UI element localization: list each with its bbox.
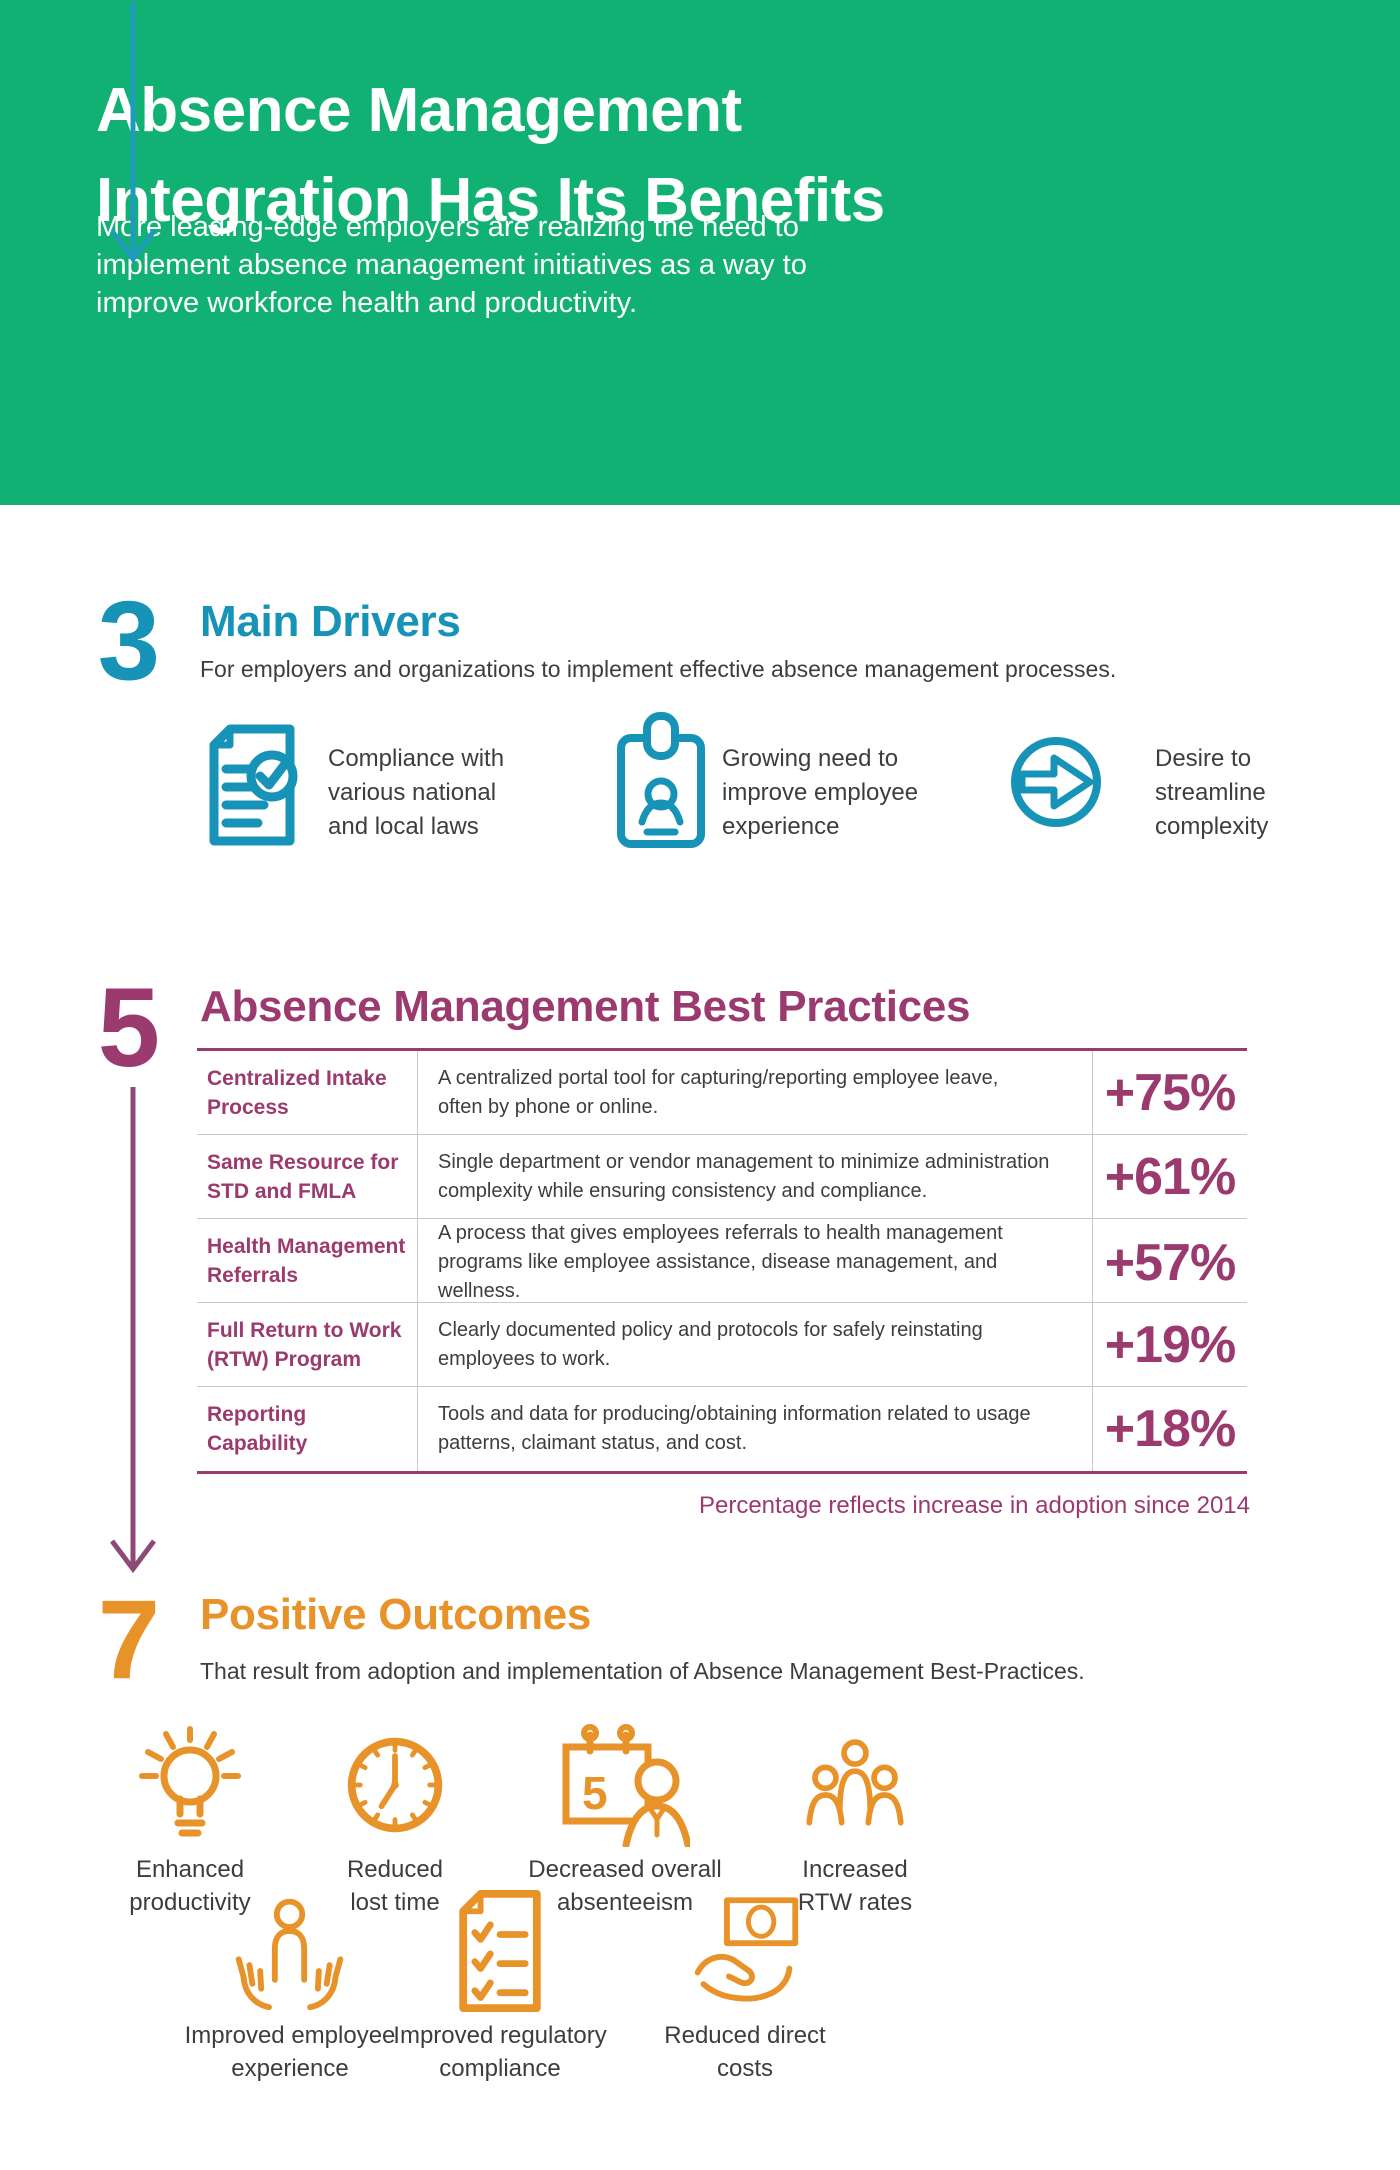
calendar-absence-icon: 5	[562, 1724, 690, 1847]
outcome-item: Increased RTW rates	[740, 1722, 970, 1919]
person-in-hands-icon	[235, 1898, 344, 2011]
practices-count: 5	[97, 965, 160, 1090]
practice-description: Single department or vendor management t…	[417, 1135, 1093, 1218]
arrow-circle-icon	[1011, 737, 1101, 827]
down-arrow-icon	[110, 2, 156, 264]
outcome-item: Reduced direct costs	[630, 1888, 860, 2085]
down-arrow-icon	[110, 1087, 156, 1574]
clock-icon	[347, 1737, 443, 1833]
outcome-item: Improved employee experience	[175, 1888, 405, 2085]
outcome-label: Enhanced productivity	[129, 1856, 251, 1916]
driver-label: Growing need to improve employee experie…	[722, 745, 919, 840]
drivers-heading: Main Drivers	[200, 597, 461, 646]
best-practices-table: Centralized Intake Process A centralized…	[197, 1048, 1247, 1474]
outcome-item: Reduced lost time	[280, 1722, 510, 1919]
outcome-label: Reduced lost time	[346, 1856, 444, 1916]
practice-description: A centralized portal tool for capturing/…	[417, 1051, 1093, 1134]
checklist-icon	[459, 1889, 541, 2013]
outcome-label: Improved employee experience	[184, 2022, 396, 2082]
outcome-label: Improved regulatory compliance	[393, 2022, 607, 2082]
practice-description: A process that gives employees referrals…	[417, 1219, 1093, 1306]
drivers-count: 3	[97, 578, 160, 703]
driver-label: Compliance with various national and loc…	[328, 745, 505, 840]
practice-adoption-increase: +57%	[1104, 1233, 1236, 1292]
outcome-label: Decreased overall absenteeism	[528, 1856, 722, 1916]
practice-name: Full Return to Work (RTW) Program	[207, 1319, 402, 1371]
table-row: Same Resource for STD and FMLA Single de…	[197, 1135, 1247, 1219]
practice-adoption-increase: +18%	[1104, 1400, 1236, 1458]
money-hand-icon	[694, 1897, 799, 2002]
table-row: Reporting Capability Tools and data for …	[197, 1387, 1247, 1471]
outcomes-subheading: That result from adoption and implementa…	[200, 1658, 1085, 1684]
practice-adoption-increase: +75%	[1104, 1063, 1236, 1122]
practice-name: Centralized Intake Process	[207, 1067, 387, 1119]
table-footnote: Percentage reflects increase in adoption…	[698, 1492, 1250, 1519]
outcome-item: Enhanced productivity	[75, 1722, 305, 1919]
outcomes-heading: Positive Outcomes	[200, 1590, 592, 1639]
practice-description: Clearly documented policy and protocols …	[417, 1303, 1093, 1386]
driver-label: Desire to streamline complexity	[1155, 745, 1269, 840]
outcome-item: 5 Decreased overall absenteeism	[510, 1722, 740, 1919]
outcome-label: Increased RTW rates	[797, 1856, 913, 1916]
page-subtitle: More leading-edge employers are realizin…	[96, 211, 807, 319]
practice-name: Health Management Referrals	[207, 1235, 406, 1287]
page-title: Absence Management Integration Has Its B…	[96, 76, 885, 235]
table-row: Health Management Referrals A process th…	[197, 1219, 1247, 1306]
svg-text:5: 5	[582, 1767, 608, 1819]
document-check-icon	[209, 724, 298, 846]
people-group-icon	[806, 1739, 904, 1826]
practice-name: Reporting Capability	[207, 1403, 308, 1455]
table-row: Centralized Intake Process A centralized…	[197, 1051, 1247, 1135]
id-badge-icon	[617, 712, 705, 848]
outcome-item: Improved regulatory compliance	[385, 1888, 615, 2085]
practices-heading: Absence Management Best Practices	[200, 982, 971, 1031]
outcome-label: Reduced direct costs	[664, 2022, 826, 2082]
practice-name: Same Resource for STD and FMLA	[207, 1151, 399, 1203]
hero-banner: Absence Management Integration Has Its B…	[0, 0, 1400, 505]
practice-adoption-increase: +19%	[1104, 1315, 1236, 1374]
table-row: Full Return to Work (RTW) Program Clearl…	[197, 1303, 1247, 1387]
practice-adoption-increase: +61%	[1104, 1147, 1236, 1206]
outcomes-count: 7	[97, 1577, 160, 1702]
lightbulb-icon	[139, 1726, 241, 1837]
practice-description: Tools and data for producing/obtaining i…	[417, 1387, 1093, 1471]
drivers-subheading: For employers and organizations to imple…	[200, 656, 1117, 682]
